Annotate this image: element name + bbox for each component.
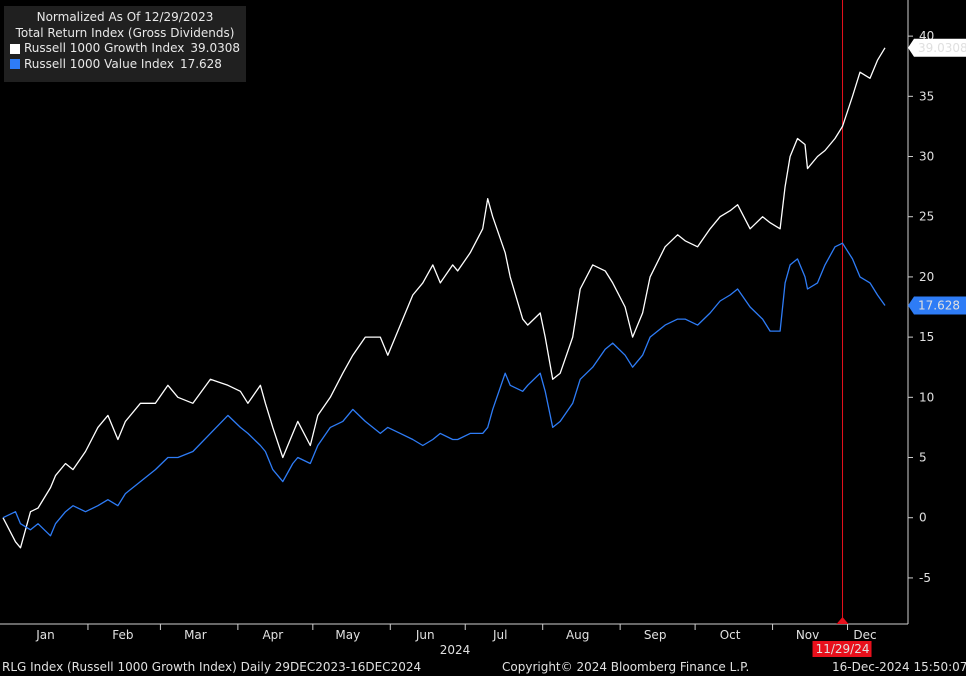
marker-triangle	[836, 617, 849, 624]
last-value-tag-growth: 39.0308	[918, 41, 966, 55]
y-tick-label: 10	[919, 390, 934, 404]
x-year-label: 2024	[440, 643, 471, 657]
chart-footer: RLG Index (Russell 1000 Growth Index) Da…	[0, 656, 966, 676]
last-value-tag-bg-value	[908, 296, 966, 315]
y-tick-label: -5	[919, 571, 931, 585]
x-tick-label: Apr	[262, 628, 283, 642]
y-tick-label: 25	[919, 210, 934, 224]
y-tick-label: 15	[919, 330, 934, 344]
marker-label-bg	[812, 641, 872, 657]
legend-entry-value: Russell 1000 Value Index 17.628	[10, 57, 240, 73]
x-tick-label: Nov	[796, 628, 819, 642]
marker-label: 11/29/24	[816, 642, 870, 656]
x-tick-label: Mar	[184, 628, 207, 642]
x-tick-label: Aug	[566, 628, 589, 642]
x-tick-label: Jun	[415, 628, 435, 642]
footer-copyright: Copyright© 2024 Bloomberg Finance L.P.	[502, 660, 750, 674]
legend-title: Normalized As Of 12/29/2023	[36, 10, 214, 24]
last-value-tag-value: 17.628	[918, 298, 960, 312]
x-tick-label: Feb	[112, 628, 133, 642]
series-line-growth	[2, 47, 886, 549]
chart-legend: Normalized As Of 12/29/2023 Total Return…	[4, 6, 246, 82]
y-tick-label: 5	[919, 451, 927, 465]
x-tick-label: Jan	[35, 628, 55, 642]
footer-timestamp: 16-Dec-2024 15:50:07	[832, 660, 966, 674]
legend-value-growth: 39.0308	[190, 41, 240, 55]
x-tick-label: Oct	[720, 628, 741, 642]
x-tick-label: Jul	[492, 628, 507, 642]
x-tick-label: Sep	[644, 628, 667, 642]
footer-security-info: RLG Index (Russell 1000 Growth Index) Da…	[2, 660, 422, 674]
legend-label-value: Russell 1000 Value Index	[24, 56, 174, 71]
x-tick-label: May	[335, 628, 360, 642]
legend-label-growth: Russell 1000 Growth Index	[23, 41, 185, 55]
legend-subtitle: Total Return Index (Gross Dividends)	[15, 25, 235, 40]
y-tick-label: 35	[919, 89, 934, 103]
series-line-value	[2, 242, 886, 537]
legend-swatch-growth	[10, 43, 20, 54]
y-tick-label: 30	[919, 150, 934, 164]
x-tick-label: Dec	[853, 628, 876, 642]
last-value-tag-bg-growth	[908, 38, 966, 57]
legend-swatch-value	[10, 59, 20, 70]
y-tick-label: 20	[919, 270, 934, 284]
legend-entry-growth: Russell 1000 Growth Index 39.0308	[10, 41, 240, 57]
y-tick-label: 0	[919, 511, 927, 525]
legend-value-value: 17.628	[179, 56, 222, 71]
